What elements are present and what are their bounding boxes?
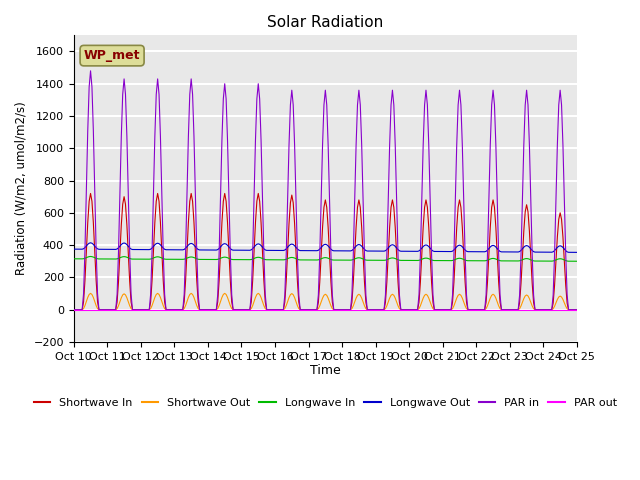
- Legend: Shortwave In, Shortwave Out, Longwave In, Longwave Out, PAR in, PAR out: Shortwave In, Shortwave Out, Longwave In…: [29, 394, 621, 412]
- X-axis label: Time: Time: [310, 364, 340, 377]
- Text: WP_met: WP_met: [84, 49, 140, 62]
- Title: Solar Radiation: Solar Radiation: [268, 15, 383, 30]
- Y-axis label: Radiation (W/m2, umol/m2/s): Radiation (W/m2, umol/m2/s): [15, 102, 28, 276]
